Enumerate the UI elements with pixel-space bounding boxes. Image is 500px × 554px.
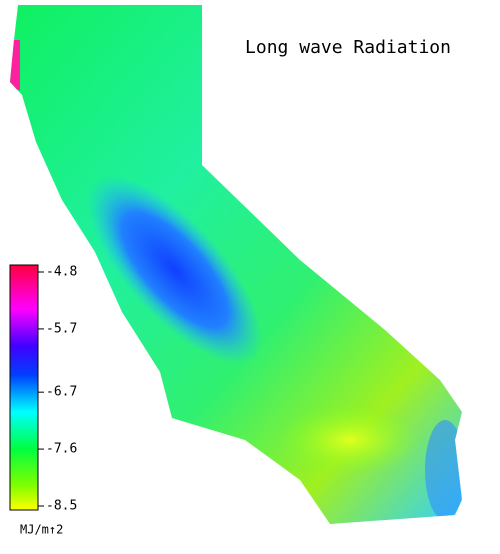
colorbar-tick-label: -8.5 xyxy=(46,499,77,514)
colorbar xyxy=(9,264,39,511)
california-map xyxy=(10,5,462,524)
colorbar-tick-label: -7.6 xyxy=(46,442,77,457)
colorbar-ticks: -4.8 -5.7 -6.7 -7.6 -8.5 xyxy=(38,265,77,514)
colorbar-tick-label: -6.7 xyxy=(46,385,77,400)
colorbar-unit: MJ/m↑2 xyxy=(20,523,63,537)
land xyxy=(10,5,462,524)
central-valley xyxy=(87,175,263,365)
colorbar-tick-label: -4.8 xyxy=(46,265,77,280)
coast-edge xyxy=(10,40,20,90)
map-title: Long wave Radiation xyxy=(245,37,451,58)
desert xyxy=(280,405,420,475)
river-edge xyxy=(425,420,462,520)
colorbar-tick-label: -5.7 xyxy=(46,321,77,336)
